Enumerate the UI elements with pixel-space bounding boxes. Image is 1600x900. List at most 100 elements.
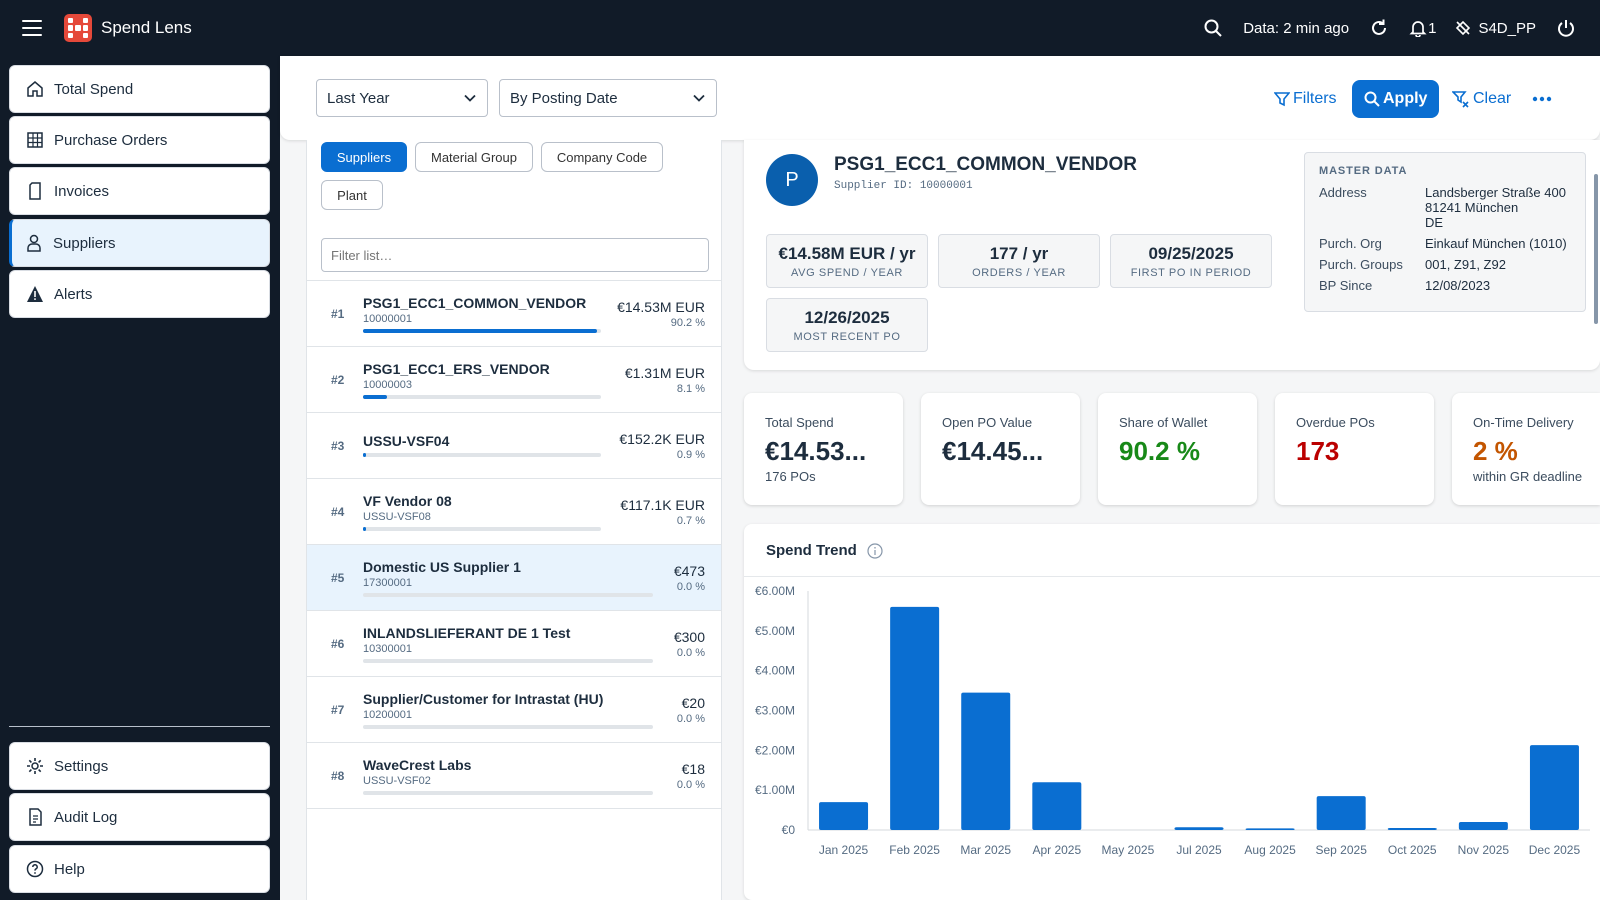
supplier-detail-card: P PSG1_ECC1_COMMON_VENDOR Supplier ID: 1… (744, 140, 1600, 370)
row-rank: #7 (331, 702, 345, 717)
sidebar-item-invoices[interactable]: Invoices (9, 167, 270, 215)
app-title: Spend Lens (101, 18, 192, 37)
table-row[interactable]: #6 INLANDSLIEFERANT DE 1 Test 10300001 €300… (307, 611, 721, 677)
chart-title: Spend Trend (766, 542, 857, 559)
bell-icon (1409, 21, 1427, 37)
segment-material-group[interactable]: Material Group (415, 142, 533, 172)
row-rank: #2 (331, 372, 345, 387)
sidebar-item-suppliers[interactable]: Suppliers (9, 219, 270, 267)
x-tick-label: Apr 2025 (1032, 843, 1081, 857)
kpi-value: 173 (1296, 436, 1340, 466)
table-row[interactable]: #5 Domestic US Supplier 1 17300001 €473 0.0 … (307, 545, 721, 611)
refresh-icon[interactable] (1367, 16, 1391, 40)
bp-since-label: BP Since (1319, 278, 1373, 293)
kpi-open-po-value[interactable]: Open PO Value €14.45... (921, 393, 1080, 505)
sidebar-item-audit-log[interactable]: Audit Log (9, 793, 270, 841)
search-icon (1364, 91, 1380, 107)
table-row[interactable]: #4 VF Vendor 08 USSU-VSF08 €117.1K EUR 0.7 % (307, 479, 721, 545)
more-options-button[interactable] (1532, 80, 1552, 118)
orders-per-year-tile: 177 / yr ORDERS / YEAR (938, 234, 1100, 288)
power-icon[interactable] (1554, 16, 1578, 40)
kpi-subtext: within GR deadline (1473, 469, 1583, 484)
chart-bar (1032, 782, 1082, 830)
kpi-total-spend[interactable]: Total Spend €14.53... 176 POs (744, 393, 903, 505)
segment-company-code[interactable]: Company Code (541, 142, 663, 172)
chart-bar (1458, 822, 1508, 830)
clear-label: Clear (1473, 90, 1512, 107)
avatar: P (766, 154, 818, 206)
date-basis-select[interactable]: By Posting Date (499, 79, 717, 117)
sidebar-item-label: Suppliers (53, 234, 116, 252)
row-supplier-id: 10300001 (363, 643, 412, 655)
row-percentage: 0.7 % (676, 515, 705, 527)
sidebar-item-settings[interactable]: Settings (9, 742, 270, 790)
period-select[interactable]: Last Year (316, 79, 488, 117)
sidebar-item-label: Purchase Orders (54, 131, 168, 149)
filters-button[interactable]: Filters (1274, 80, 1337, 118)
row-supplier-name: PSG1_ECC1_ERS_VENDOR (363, 361, 550, 377)
info-icon[interactable] (867, 542, 883, 559)
kpi-share-of-wallet[interactable]: Share of Wallet 90.2 % (1098, 393, 1257, 505)
kpi-value: 2 % (1473, 436, 1518, 466)
chart-divider (744, 576, 1600, 577)
most-recent-po-tile: 12/26/2025 MOST RECENT PO (766, 298, 928, 352)
document-icon (29, 182, 41, 200)
table-row[interactable]: #8 WaveCrest Labs USSU-VSF02 €18 0.0 % (307, 743, 721, 809)
y-tick-label: €2.00M (755, 743, 795, 757)
chart-bar (890, 606, 940, 830)
sidebar-item-label: Total Spend (54, 80, 134, 98)
kpi-value: €14.45... (942, 436, 1044, 466)
notifications-button[interactable]: 1 (1409, 19, 1436, 37)
row-supplier-id: 10000001 (363, 313, 412, 325)
row-supplier-id: 10200001 (363, 709, 412, 721)
apply-button[interactable]: Apply (1352, 80, 1440, 118)
table-row[interactable]: #2 PSG1_ECC1_ERS_VENDOR 10000003 €1.31M EUR… (307, 347, 721, 413)
table-row[interactable]: #7 Supplier/Customer for Intrastat (HU) 10… (307, 677, 721, 743)
y-tick-label: €6.00M (755, 584, 795, 598)
row-supplier-name: USSU-VSF04 (363, 433, 450, 449)
page-scrollbar[interactable] (1592, 144, 1600, 900)
supplier-list: #1 PSG1_ECC1_COMMON_VENDOR 10000001 €14.53M… (307, 280, 721, 809)
x-tick-label: Feb 2025 (889, 843, 940, 857)
tile-value: 09/25/2025 (1148, 244, 1234, 263)
row-percentage: 0.0 % (676, 779, 705, 791)
row-rank: #1 (331, 306, 345, 321)
table-row[interactable]: #3 USSU-VSF04 €152.2K EUR 0.9 % (307, 413, 721, 479)
segment-plant[interactable]: Plant (321, 180, 383, 210)
address-line: DE (1425, 215, 1444, 230)
row-share-bar (363, 791, 653, 795)
chart-bar (819, 802, 869, 830)
clear-button[interactable]: Clear (1452, 80, 1511, 118)
tile-value: 12/26/2025 (804, 308, 890, 327)
row-amount: €18 (681, 761, 705, 777)
table-row[interactable]: #1 PSG1_ECC1_COMMON_VENDOR 10000001 €14.53M… (307, 281, 721, 347)
supplier-id: Supplier ID: 10000001 (834, 180, 973, 192)
kpi-on-time-delivery[interactable]: On-Time Delivery 2 % within GR deadline (1452, 393, 1600, 505)
shell-bar: Spend Lens Data: 2 min ago 1 S4D_PP (0, 0, 1600, 56)
y-tick-label: €1.00M (755, 783, 795, 797)
sidebar-item-purchase-orders[interactable]: Purchase Orders (9, 116, 270, 164)
row-percentage: 0.0 % (676, 581, 705, 593)
kpi-overdue-pos[interactable]: Overdue POs 173 (1275, 393, 1434, 505)
scrollbar-thumb[interactable] (1594, 174, 1598, 324)
sidebar-item-alerts[interactable]: Alerts (9, 270, 270, 318)
segment-suppliers[interactable]: Suppliers (321, 142, 407, 172)
row-share-bar (363, 725, 653, 729)
search-icon[interactable] (1201, 16, 1225, 40)
period-value: Last Year (327, 89, 390, 107)
chart-bar (961, 692, 1011, 830)
address-label: Address (1319, 185, 1367, 200)
user-menu[interactable]: S4D_PP (1454, 19, 1536, 37)
gear-icon (27, 758, 43, 774)
sidebar-item-help[interactable]: Help (9, 845, 270, 893)
apply-label: Apply (1383, 90, 1428, 107)
sidebar-item-total-spend[interactable]: Total Spend (9, 65, 270, 113)
kpi-label: Open PO Value (942, 415, 1033, 430)
row-percentage: 0.9 % (676, 449, 705, 461)
x-tick-label: Jul 2025 (1176, 843, 1222, 857)
address-line: Landsberger Straße 400 (1425, 185, 1566, 200)
kpi-label: On-Time Delivery (1473, 415, 1574, 430)
menu-icon[interactable] (22, 20, 42, 36)
row-share-bar (363, 453, 601, 457)
filter-list-input[interactable] (321, 238, 709, 272)
